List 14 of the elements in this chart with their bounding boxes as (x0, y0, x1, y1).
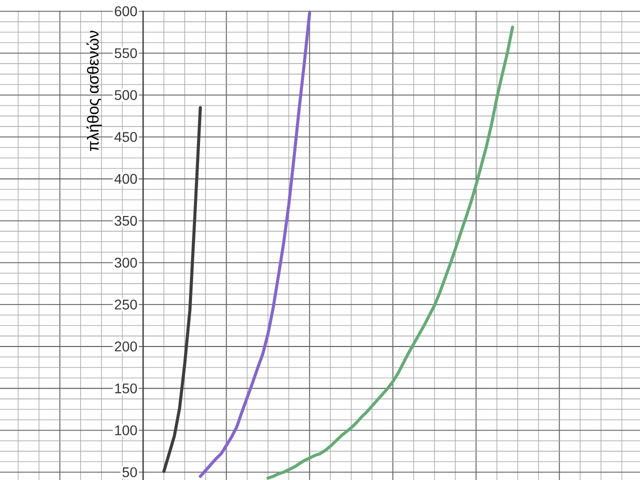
y-tick-label: 550 (114, 48, 137, 58)
y-tick-label: 250 (114, 300, 137, 310)
y-tick-label: 400 (114, 174, 137, 184)
y-tick-label: 500 (114, 90, 137, 100)
line-series (162, 106, 202, 473)
y-tick-label: 100 (115, 425, 137, 436)
y-tick-label: 50 (122, 467, 137, 478)
y-axis-title: πλήθος ασθενών (86, 30, 102, 152)
y-tick-label: 450 (114, 132, 137, 142)
y-tick-label: 200 (114, 342, 137, 352)
y-tick-label: 600 (114, 6, 137, 16)
y-tick-label: 350 (114, 216, 137, 226)
y-tick-label: 150 (115, 383, 137, 394)
y-tick-label: 300 (114, 258, 137, 268)
